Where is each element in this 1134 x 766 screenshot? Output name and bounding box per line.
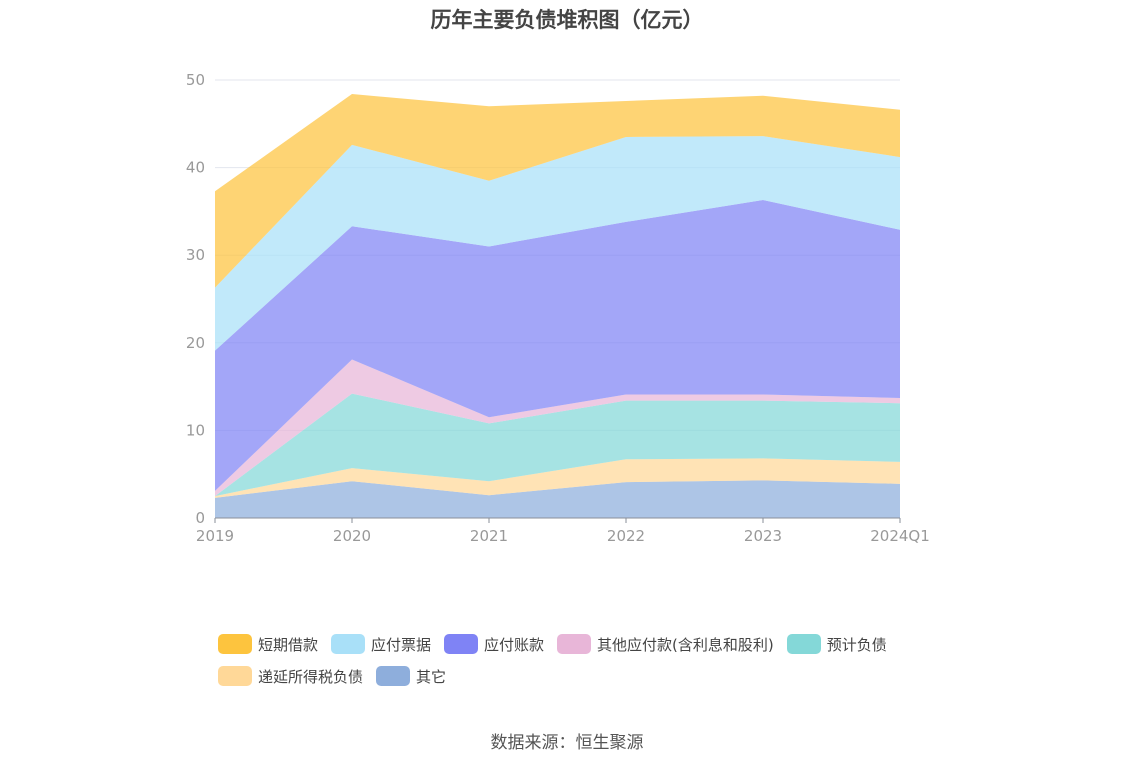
area-series-0 <box>215 480 900 518</box>
legend-row-1: 短期借款 应付票据 应付账款 其他应付款(含利息和股利) 预计负债 <box>218 630 938 658</box>
legend-item-short-term-loans[interactable]: 短期借款 <box>218 634 318 655</box>
legend-swatch <box>331 634 366 654</box>
legend-label: 短期借款 <box>258 635 319 654</box>
x-tick-label: 2019 <box>196 527 234 545</box>
chart-title: 历年主要负债堆积图（亿元） <box>430 8 704 32</box>
legend-row-2: 递延所得税负债 其它 <box>218 662 938 690</box>
legend-label: 预计负债 <box>826 635 887 654</box>
legend-label: 应付票据 <box>371 635 432 654</box>
area-series-1 <box>215 458 900 498</box>
legend-swatch <box>557 634 592 654</box>
y-tick-label: 20 <box>186 334 205 352</box>
x-tick-label: 2020 <box>333 527 371 545</box>
y-tick-label: 40 <box>186 159 205 177</box>
chart-legend: 短期借款 应付票据 应付账款 其他应付款(含利息和股利) 预计负债 递延所得税负… <box>218 630 938 694</box>
y-tick-label: 30 <box>186 246 205 264</box>
x-tick-label: 2024Q1 <box>870 527 930 545</box>
legend-item-notes-payable[interactable]: 应付票据 <box>331 634 431 655</box>
legend-item-accounts-payable[interactable]: 应付账款 <box>444 634 544 655</box>
legend-label: 其它 <box>416 667 447 686</box>
legend-item-provisions[interactable]: 预计负债 <box>786 634 887 655</box>
legend-label: 其他应付款(含利息和股利) <box>597 635 774 654</box>
area-series-4 <box>215 200 900 491</box>
area-series-6 <box>215 94 900 288</box>
legend-swatch <box>444 634 479 654</box>
legend-swatch <box>218 634 252 654</box>
legend-swatch <box>218 666 252 686</box>
legend-swatch <box>376 666 411 686</box>
data-source: 数据来源：恒生聚源 <box>490 733 644 753</box>
x-tick-label: 2022 <box>607 527 645 545</box>
y-tick-label: 10 <box>186 421 205 439</box>
x-tick-label: 2021 <box>470 527 508 545</box>
stacked-area-chart: 0 10 20 30 40 50 2019 2020 2021 2022 2023 2024Q1 <box>186 71 930 545</box>
area-series-5 <box>215 136 900 351</box>
x-tick-label: 2023 <box>744 527 782 545</box>
area-series-3 <box>215 359 900 497</box>
legend-swatch <box>786 634 821 654</box>
legend-label: 应付账款 <box>484 635 545 654</box>
y-tick-label: 0 <box>195 509 205 527</box>
area-series-2 <box>215 393 900 497</box>
y-tick-label: 50 <box>186 71 205 89</box>
legend-item-other-payables[interactable]: 其他应付款(含利息和股利) <box>557 634 774 655</box>
legend-item-deferred-tax[interactable]: 递延所得税负债 <box>218 666 363 687</box>
legend-label: 递延所得税负债 <box>258 667 364 686</box>
legend-item-other[interactable]: 其它 <box>376 666 446 687</box>
